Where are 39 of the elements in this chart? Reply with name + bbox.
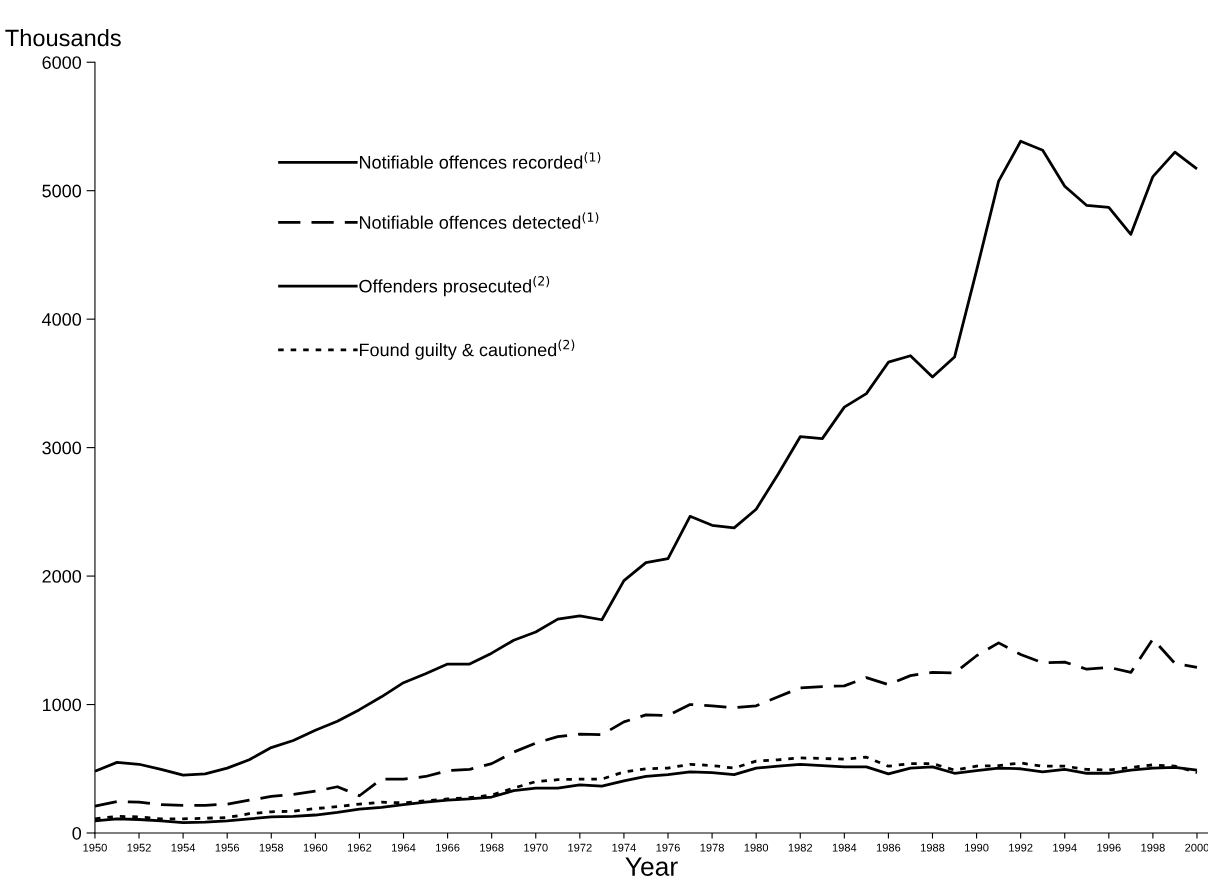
x-tick-label: 1950 bbox=[83, 843, 107, 852]
legend-label: Notifiable offences detected$^{(1)}$ bbox=[359, 212, 599, 229]
x-tick-label: 1982 bbox=[788, 843, 813, 852]
x-tick-label: 1998 bbox=[1141, 843, 1165, 852]
legend-label: Offenders prosecuted$^{(2)}$ bbox=[359, 275, 550, 297]
x-tick-label: 1992 bbox=[1009, 843, 1033, 852]
legend-label: Found guilty & cautioned$^{(2)}$ bbox=[359, 339, 575, 360]
y-tick-label: 2000 bbox=[42, 570, 82, 583]
x-tick-label: 1956 bbox=[215, 843, 240, 852]
x-tick-label: 1990 bbox=[965, 843, 989, 852]
y-tick-label: 5000 bbox=[42, 184, 82, 198]
x-tick-label: 1980 bbox=[744, 843, 769, 852]
x-tick-label: 1966 bbox=[436, 843, 460, 852]
y-tick-label: 3000 bbox=[42, 441, 82, 455]
x-tick-label: 1994 bbox=[1053, 843, 1077, 852]
x-axis-title: Year bbox=[625, 857, 678, 876]
x-tick-label: 1996 bbox=[1097, 843, 1121, 852]
y-tick-label: 0 bbox=[72, 826, 82, 840]
y-tick-label: 1000 bbox=[42, 698, 82, 712]
x-tick-label: 1962 bbox=[347, 843, 372, 852]
y-tick-label: 4000 bbox=[42, 313, 82, 326]
x-tick-label: 1958 bbox=[259, 843, 284, 852]
x-tick-label: 2000 bbox=[1185, 843, 1208, 852]
y-axis-title: Thousands bbox=[5, 29, 121, 47]
x-tick-label: 1984 bbox=[832, 843, 857, 852]
x-tick-label: 1986 bbox=[876, 843, 901, 852]
x-tick-label: 1970 bbox=[524, 843, 548, 852]
x-tick-label: 1988 bbox=[920, 843, 945, 852]
x-tick-label: 1960 bbox=[303, 843, 328, 852]
x-tick-label: 1976 bbox=[656, 843, 680, 852]
x-tick-label: 1964 bbox=[392, 843, 416, 852]
x-tick-label: 1978 bbox=[700, 843, 724, 852]
x-tick-label: 1968 bbox=[480, 843, 504, 852]
legend-label: Notifiable offences recorded$^{(1)}$ bbox=[359, 152, 601, 169]
y-tick-label: 6000 bbox=[42, 56, 82, 69]
x-tick-label: 1972 bbox=[568, 843, 592, 852]
x-tick-label: 1954 bbox=[171, 843, 196, 852]
x-tick-label: 1952 bbox=[127, 843, 151, 852]
x-tick-label: 1974 bbox=[612, 843, 636, 852]
